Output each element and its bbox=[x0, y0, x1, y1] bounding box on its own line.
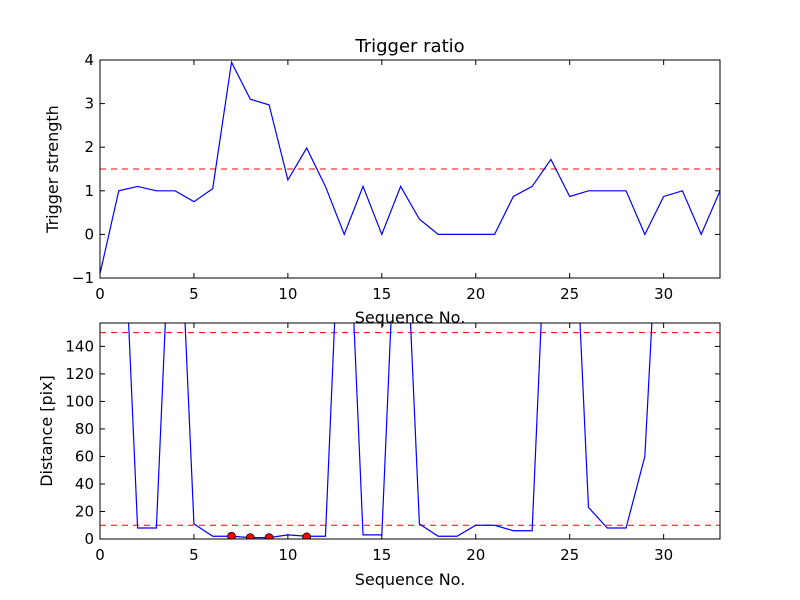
x-tick-label: 20 bbox=[466, 285, 485, 303]
y-tick-label: 20 bbox=[75, 502, 94, 520]
y-tick-label: 4 bbox=[84, 51, 94, 69]
bottom-y-axis-label: Distance [pix] bbox=[37, 375, 56, 487]
series-line bbox=[128, 323, 653, 539]
series-line bbox=[100, 60, 720, 274]
data-point-marker bbox=[264, 533, 274, 539]
data-point-marker bbox=[227, 531, 236, 539]
x-tick-label: 10 bbox=[278, 285, 297, 303]
bottom-subplot: Distance [pix] Sequence No. 0 5 10 15 20 25 30… bbox=[37, 322, 721, 589]
bottom-plot-frame bbox=[99, 322, 721, 540]
x-tick-label: 15 bbox=[372, 546, 391, 564]
top-x-axis-label: Sequence No. bbox=[355, 308, 466, 327]
x-tick-label: 5 bbox=[189, 546, 199, 564]
bottom-threshold-lines bbox=[100, 332, 720, 526]
y-tick-label: 120 bbox=[65, 365, 94, 383]
top-y-axis-label: Trigger strength bbox=[43, 105, 62, 234]
y-tick-label: 100 bbox=[65, 392, 94, 410]
y-tick-label: 1 bbox=[84, 182, 94, 200]
x-tick-label: 25 bbox=[560, 285, 579, 303]
x-tick-label: 30 bbox=[654, 546, 673, 564]
data-point-marker bbox=[302, 532, 312, 539]
bottom-series-group bbox=[128, 323, 653, 539]
x-tick-label: 0 bbox=[95, 285, 105, 303]
y-tick-label: 40 bbox=[75, 475, 94, 493]
y-tick-label: 3 bbox=[84, 95, 94, 113]
x-tick-label: 5 bbox=[189, 285, 199, 303]
top-series-group bbox=[100, 60, 720, 274]
y-tick-label: 80 bbox=[75, 420, 94, 438]
top-chart-title: Trigger ratio bbox=[354, 36, 464, 57]
top-subplot: Trigger ratio Trigger strength Sequence … bbox=[43, 36, 721, 327]
x-tick-label: 0 bbox=[95, 546, 105, 564]
bottom-axis-ticks: 0 5 10 15 20 25 30 0 20 40 60 80 100 120 140 bbox=[65, 323, 720, 564]
bottom-x-axis-label: Sequence No. bbox=[355, 570, 466, 589]
top-plot-frame bbox=[99, 59, 721, 279]
x-tick-label: 15 bbox=[372, 285, 391, 303]
y-tick-label: 0 bbox=[84, 530, 94, 548]
data-point-marker bbox=[245, 533, 255, 539]
y-tick-label: −1 bbox=[72, 269, 94, 287]
x-tick-label: 30 bbox=[654, 285, 673, 303]
y-tick-label: 140 bbox=[65, 337, 94, 355]
x-tick-label: 10 bbox=[278, 546, 297, 564]
x-tick-label: 20 bbox=[466, 546, 485, 564]
y-tick-label: 0 bbox=[84, 225, 94, 243]
y-tick-label: 2 bbox=[84, 138, 94, 156]
y-tick-label: 60 bbox=[75, 447, 94, 465]
x-tick-label: 25 bbox=[560, 546, 579, 564]
